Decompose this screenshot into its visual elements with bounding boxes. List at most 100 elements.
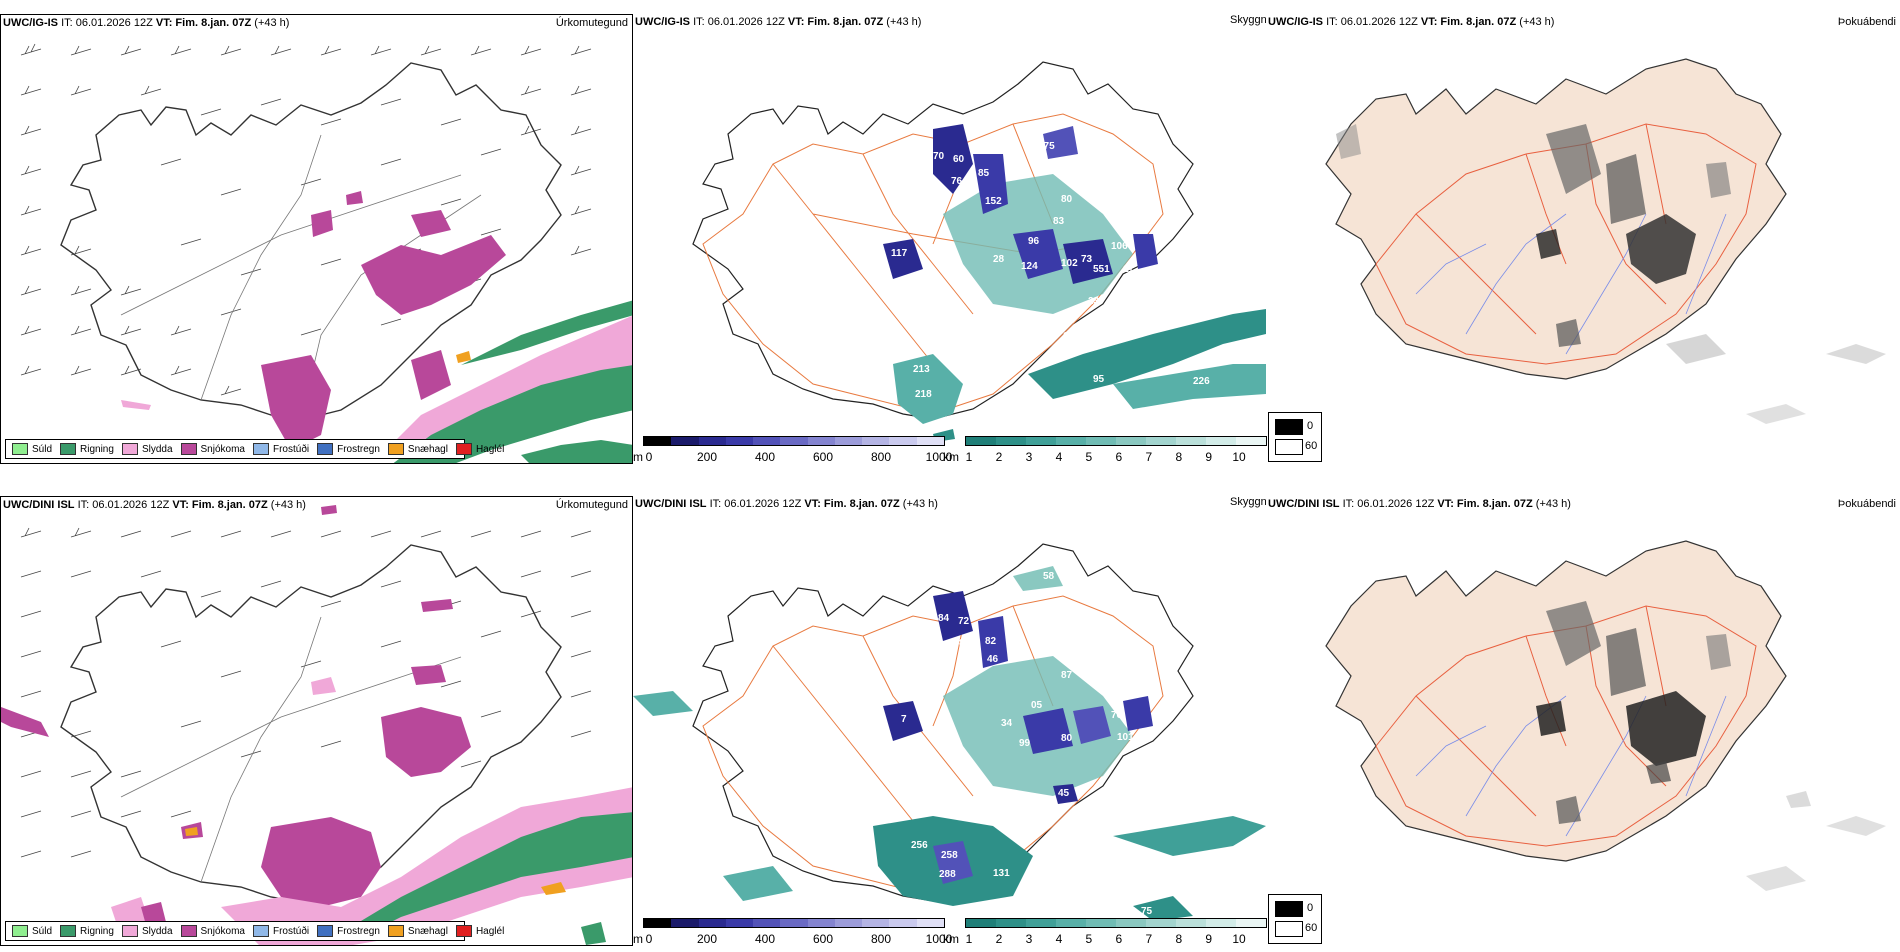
legend-item: Haglél <box>455 925 504 937</box>
cloud-visibility-panel-row2: 58 84 72 85 82 46 87 7 05 34 99 80 76 10… <box>633 496 1266 946</box>
visibility-unit: km <box>943 450 959 464</box>
cloud-title-row1: Skyggni <box>1230 14 1270 26</box>
svg-text:82: 82 <box>985 636 997 647</box>
swatch-snjokoma <box>180 925 197 937</box>
legend-item: Slydda <box>121 443 173 455</box>
cloud-visibility-panel-row1: 375 70 60 85 76 152 80 83 96 117 11 28 1… <box>633 14 1266 464</box>
cb-label: 551 <box>1093 264 1110 275</box>
swatch-slydda <box>121 443 138 455</box>
svg-text:72: 72 <box>958 616 970 627</box>
cb-label: 213 <box>913 364 930 375</box>
cb-label: 83 <box>1053 216 1065 227</box>
svg-text:75: 75 <box>1141 906 1153 917</box>
legend-item: Rigning <box>60 925 114 937</box>
svg-text:84: 84 <box>938 613 950 624</box>
swatch-sudd <box>12 925 28 937</box>
rivers <box>1415 695 1727 837</box>
tick: 200 <box>696 450 718 464</box>
visibility-colorbar-row2: km 1 2 3 4 5 6 7 8 9 10 <box>943 916 1273 952</box>
fog-title-row1: Þokuábendi <box>1837 16 1896 28</box>
cloud-base-labels: 375 70 60 85 76 152 80 83 96 117 11 28 1… <box>891 141 1210 400</box>
precip-title-row1: Úrkomutegund <box>555 17 628 29</box>
svg-text:97: 97 <box>1041 870 1053 881</box>
wind-barbs <box>20 43 592 396</box>
cb-label: 85 <box>978 168 990 179</box>
legend-item: Snæhagl <box>387 925 448 937</box>
svg-text:288: 288 <box>939 869 956 880</box>
precip-legend-row2: Súld Rigning Slydda Snjókoma Frostúði Fr… <box>5 921 504 941</box>
header-row2-cloud: UWC/DINI ISL IT: 06.01.2026 12Z VT: Fim.… <box>635 498 938 510</box>
swatch-frostregn <box>317 925 334 937</box>
swatch-haglel <box>455 925 472 937</box>
visibility-bar-fill <box>965 918 1267 928</box>
cloud-base-labels: 58 84 72 85 82 46 87 7 05 34 99 80 76 10… <box>901 571 1190 917</box>
rivers <box>1415 213 1727 355</box>
coverage-swatch-min <box>1275 439 1303 455</box>
svg-text:7: 7 <box>901 714 907 725</box>
cloud-title-row2: Skyggni <box>1230 496 1270 508</box>
tick: 0 <box>645 450 653 464</box>
cb-label: 124 <box>1021 261 1038 272</box>
cb-label: 80 <box>1061 194 1073 205</box>
legend-item: Snjókoma <box>180 443 245 455</box>
legend-item: Haglél <box>455 443 504 455</box>
tick: 400 <box>754 450 776 464</box>
svg-text:233: 233 <box>1173 793 1190 804</box>
roads <box>1375 123 1757 365</box>
wind-barbs <box>20 527 592 858</box>
svg-text:99: 99 <box>1019 738 1031 749</box>
cloud-map-row2: 58 84 72 85 82 46 87 7 05 34 99 80 76 10… <box>633 543 1266 921</box>
coverage-swatch-min <box>1275 921 1303 937</box>
swatch-slydda <box>121 925 138 937</box>
legend-item: Snjókoma <box>180 925 245 937</box>
legend-item: Frostúði <box>252 443 309 455</box>
precip-title-row2: Úrkomutegund <box>555 499 628 511</box>
swatch-rigning <box>60 443 77 455</box>
rain-sleet-band <box>121 300 632 463</box>
cloud-base-blue-areas <box>883 591 1153 884</box>
header-row1-fog: UWC/IG-IS IT: 06.01.2026 12Z VT: Fim. 8.… <box>1268 16 1555 28</box>
precip-legend-row1: Súld Rigning Slydda Snjókoma Frostúði Fr… <box>5 439 504 459</box>
roads <box>1375 605 1757 847</box>
fog-map-row2 <box>1325 540 1886 891</box>
tick: 1000 <box>925 450 953 464</box>
legend-item: Súld <box>12 443 52 455</box>
precip-map-row2 <box>1 505 632 945</box>
cb-label: 106 <box>1111 241 1128 252</box>
legend-item: Rigning <box>60 443 114 455</box>
cb-label: 76 <box>951 176 963 187</box>
cb-label: 11 <box>921 238 932 249</box>
cb-label: 23 <box>1088 296 1100 307</box>
visibility-unit: km <box>943 932 959 946</box>
cb-label: 117 <box>891 248 908 259</box>
height-unit: m <box>633 450 643 464</box>
rain-sleet-band <box>111 787 632 945</box>
svg-text:05: 05 <box>1031 700 1043 711</box>
fog-panel-row1: UWC/IG-IS IT: 06.01.2026 12Z VT: Fim. 8.… <box>1266 14 1900 464</box>
header-row2-fog: UWC/DINI ISL IT: 06.01.2026 12Z VT: Fim.… <box>1268 498 1571 510</box>
cloud-base-blue-areas <box>883 124 1158 284</box>
fog-map-row1 <box>1325 58 1886 424</box>
swatch-haglel <box>455 443 472 455</box>
svg-text:34: 34 <box>1001 718 1013 729</box>
height-colorbar-row1: m 0 200 400 600 800 1000 <box>633 434 953 470</box>
svg-text:45: 45 <box>1058 788 1070 799</box>
coverage-swatch-max <box>1275 901 1303 917</box>
coverage-legend-row2: 0 60 <box>1268 894 1322 944</box>
cb-label: 102 <box>1061 258 1078 269</box>
svg-text:256: 256 <box>911 840 928 851</box>
cb-label: 218 <box>915 389 932 400</box>
svg-text:80: 80 <box>1061 733 1073 744</box>
header-row2-precip: UWC/DINI ISL IT: 06.01.2026 12Z VT: Fim.… <box>3 499 306 511</box>
cb-label: 95 <box>1093 374 1105 385</box>
svg-text:131: 131 <box>993 868 1010 879</box>
cb-label: 375 <box>1038 141 1055 152</box>
svg-text:85: 85 <box>959 638 971 649</box>
fog-panel-row2: UWC/DINI ISL IT: 06.01.2026 12Z VT: Fim.… <box>1266 496 1900 946</box>
svg-text:58: 58 <box>1043 571 1055 582</box>
svg-text:46: 46 <box>987 654 999 665</box>
fog-shading <box>1336 124 1886 424</box>
swatch-snaehagl <box>387 925 404 937</box>
cb-label: 152 <box>985 196 1002 207</box>
swatch-frostudi <box>252 443 269 455</box>
